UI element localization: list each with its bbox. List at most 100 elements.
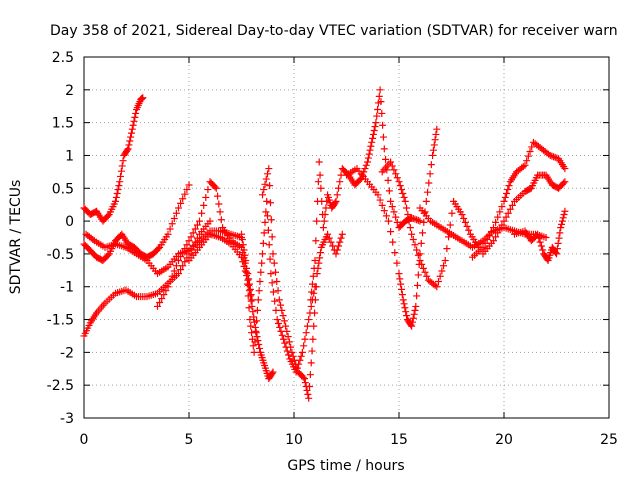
series-satellite-track-H (259, 165, 346, 402)
data-point (374, 106, 382, 114)
data-point (185, 237, 193, 245)
data-point (246, 285, 254, 293)
data-point (118, 162, 126, 170)
data-point (297, 352, 305, 360)
data-point (274, 287, 282, 295)
data-point (356, 176, 364, 184)
data-point (498, 203, 506, 211)
data-point (278, 331, 286, 339)
data-point (266, 199, 274, 207)
data-point (554, 239, 562, 247)
data-point (416, 217, 424, 225)
y-tick-label: -2 (60, 345, 74, 361)
data-point (280, 317, 288, 325)
data-point (284, 333, 292, 341)
data-point (379, 133, 387, 141)
data-point (416, 250, 424, 258)
data-point (337, 234, 345, 242)
data-point (561, 165, 569, 173)
data-point (189, 229, 197, 237)
data-point (279, 312, 287, 320)
x-tick-labels: 0 5 10 15 20 25 (80, 432, 618, 448)
data-point (559, 214, 567, 222)
data-point (181, 245, 189, 253)
data-point (448, 209, 456, 217)
data-point (258, 259, 266, 267)
data-point (433, 283, 441, 291)
data-point (277, 301, 285, 309)
data-point (436, 272, 444, 280)
data-point (282, 322, 290, 330)
data-point (393, 218, 401, 226)
data-point (179, 195, 187, 203)
data-point (301, 379, 309, 387)
data-point (280, 335, 287, 343)
data-point (320, 217, 328, 225)
data-point (259, 191, 266, 199)
data-point (333, 191, 341, 199)
data-point (421, 208, 429, 216)
series-satellite-track-I (307, 86, 424, 304)
data-point (271, 297, 279, 305)
data-point (390, 166, 398, 174)
series-satellite-track-E (154, 178, 256, 310)
data-point (247, 322, 255, 330)
data-point (204, 186, 212, 194)
data-point (307, 302, 315, 310)
data-point (443, 245, 451, 253)
data-point (378, 201, 386, 209)
data-point (367, 142, 375, 150)
data-point (553, 250, 560, 258)
data-point (164, 283, 172, 291)
data-point (267, 270, 275, 278)
data-point (382, 212, 390, 220)
data-point (543, 255, 551, 263)
data-point (211, 183, 219, 191)
series-satellite-track-C (80, 217, 214, 340)
data-point (373, 112, 381, 120)
series-satellite-track-N (479, 171, 569, 258)
data-point (380, 145, 388, 153)
data-point (283, 327, 291, 335)
data-point (321, 211, 329, 219)
data-point (404, 211, 412, 219)
data-point (130, 117, 138, 125)
data-point (315, 259, 323, 267)
data-point (245, 281, 253, 289)
data-point (465, 226, 473, 234)
x-axis-label: GPS time / hours (287, 458, 404, 474)
data-point (414, 271, 422, 279)
data-point (399, 190, 407, 198)
data-point (519, 163, 527, 171)
data-point (405, 217, 413, 225)
y-tick-label: 0.5 (52, 181, 74, 197)
data-point (492, 218, 500, 226)
y-tick-label: 2 (65, 83, 74, 99)
x-tick-label: 0 (80, 432, 89, 448)
data-point (446, 221, 454, 229)
data-point (548, 152, 556, 160)
data-point (214, 192, 222, 200)
data-point (269, 250, 277, 258)
data-point (413, 216, 421, 224)
data-point (303, 386, 311, 394)
data-point (308, 288, 316, 296)
data-point (401, 197, 409, 205)
data-point (216, 208, 224, 216)
data-point (179, 249, 187, 257)
data-point (463, 222, 471, 230)
data-point (301, 335, 309, 343)
data-point (112, 193, 120, 201)
data-point (332, 197, 340, 205)
data-point (506, 205, 514, 213)
data-point (253, 306, 261, 314)
data-point (487, 228, 495, 236)
data-point (387, 158, 395, 166)
data-point (175, 204, 182, 212)
y-tick-label: -0.5 (47, 247, 74, 263)
data-point (125, 141, 133, 149)
data-point (413, 281, 421, 289)
data-point (246, 316, 254, 324)
data-point (378, 109, 386, 117)
data-point (312, 237, 320, 245)
